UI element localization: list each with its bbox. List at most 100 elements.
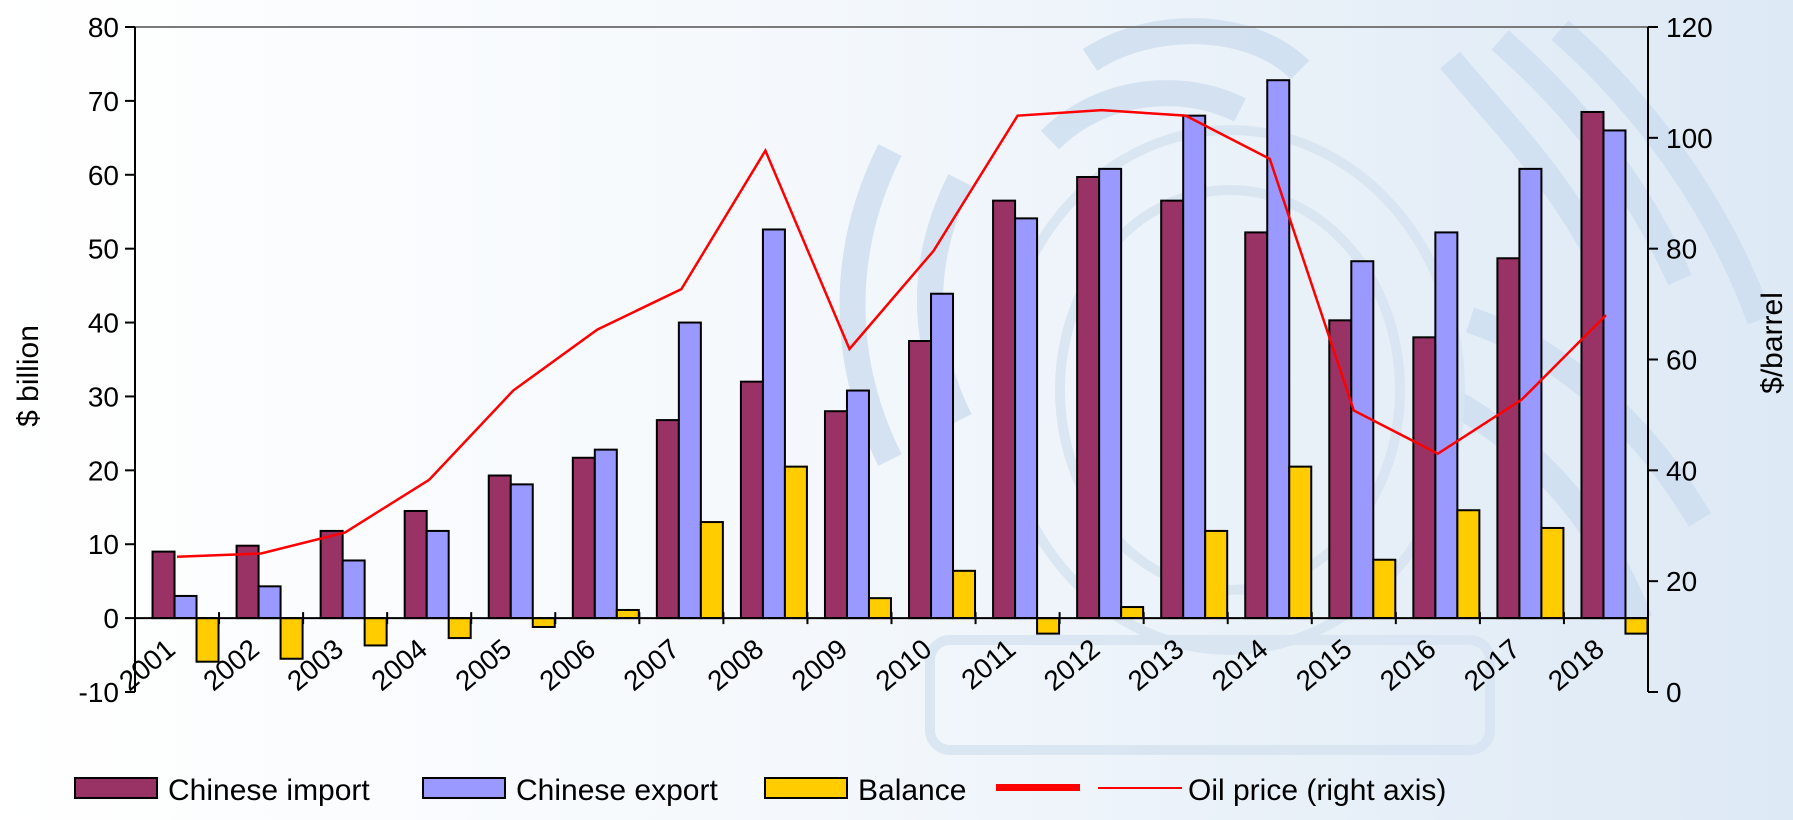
bar-balance-2008	[783, 465, 808, 620]
bar-chinese-import-2008	[739, 380, 764, 620]
legend-label-0: Chinese import	[168, 774, 370, 807]
bar-balance-2018	[1624, 617, 1649, 635]
axes-group	[125, 26, 1658, 693]
y-left-tick-label: 70	[88, 86, 119, 117]
x-tick-label-2001: 2001	[113, 633, 181, 697]
x-tick-label-2011: 2011	[955, 633, 1021, 695]
bar-chinese-export-2006	[593, 448, 618, 620]
x-tick-label-2017: 2017	[1458, 633, 1526, 697]
x-tick-label-2006: 2006	[534, 633, 602, 697]
bar-chinese-import-2018	[1580, 110, 1605, 620]
y-right-tick-label: 120	[1666, 12, 1713, 43]
x-tick-label-2009: 2009	[786, 633, 854, 697]
bar-balance-2007	[699, 521, 724, 620]
y-right-tick-label: 20	[1666, 566, 1697, 597]
bar-chinese-export-2005	[509, 483, 534, 620]
bar-chinese-export-2017	[1518, 167, 1543, 620]
y-right-tick-label: 100	[1666, 123, 1713, 154]
x-tick-label-2008: 2008	[702, 633, 770, 697]
y-right-tick-label: 40	[1666, 455, 1697, 486]
bar-balance-2001	[195, 617, 220, 663]
bar-chinese-import-2011	[992, 199, 1017, 620]
legend: Chinese import Chinese export Balance Oil p…	[74, 774, 1446, 807]
bar-chinese-export-2008	[761, 228, 786, 620]
bar-chinese-export-2009	[845, 389, 870, 620]
legend-label-1: Chinese export	[516, 774, 718, 807]
x-tick-label-2010: 2010	[870, 633, 938, 697]
bar-balance-2010	[952, 569, 977, 620]
bar-chinese-import-2002	[235, 544, 260, 620]
y-left-tick-label: 20	[88, 455, 119, 486]
y-right-tick-label: 60	[1666, 345, 1697, 376]
bar-chinese-export-2002	[257, 585, 282, 620]
y-left-tick-label: 60	[88, 160, 119, 191]
oil-price-line	[176, 108, 1607, 559]
bar-chinese-import-2005	[487, 474, 512, 620]
bar-chinese-import-2017	[1496, 257, 1521, 620]
bar-chinese-export-2007	[677, 321, 702, 620]
bar-chinese-import-2001	[151, 550, 176, 620]
bar-chinese-export-2015	[1350, 260, 1375, 620]
bar-balance-2006	[615, 608, 640, 620]
bar-chinese-import-2012	[1076, 175, 1101, 620]
x-tick-label-2016: 2016	[1374, 633, 1442, 697]
bar-balance-2009	[867, 597, 892, 620]
bar-chinese-import-2015	[1328, 319, 1353, 620]
y-right-tick-label: 80	[1666, 234, 1697, 265]
x-tick-label-2018: 2018	[1542, 633, 1610, 697]
bar-chinese-import-2004	[403, 509, 428, 620]
bar-balance-2014	[1288, 465, 1313, 620]
legend-swatch-3	[996, 784, 1080, 791]
bar-chinese-export-2016	[1434, 231, 1459, 620]
bar-balance-2017	[1540, 526, 1565, 620]
bar-chinese-import-2007	[655, 419, 680, 620]
legend-swatch-0	[74, 777, 158, 799]
bar-chinese-export-2013	[1182, 114, 1207, 620]
legend-label-2: Balance	[858, 774, 966, 807]
y-left-tick-label: 50	[88, 234, 119, 265]
bar-balance-2015	[1372, 558, 1397, 620]
bar-chinese-export-2001	[173, 594, 198, 620]
legend-label-4: Oil price (right axis)	[1188, 774, 1446, 807]
bar-chinese-import-2016	[1412, 336, 1437, 620]
legend-swatch-2	[764, 777, 848, 799]
bar-chinese-export-2018	[1602, 129, 1627, 620]
y-left-tick-label: -10	[79, 677, 119, 708]
x-tick-label-2015: 2015	[1290, 633, 1358, 697]
bar-chinese-import-2009	[823, 410, 848, 620]
bar-balance-2011	[1036, 617, 1061, 635]
y-right-tick-label: 0	[1666, 677, 1682, 708]
bar-chinese-export-2011	[1014, 217, 1039, 620]
x-tick-label-2012: 2012	[1038, 633, 1106, 697]
x-tick-label-2013: 2013	[1122, 633, 1190, 697]
bar-chinese-import-2014	[1244, 231, 1269, 620]
bar-balance-2012	[1120, 606, 1145, 620]
bar-balance-2016	[1456, 509, 1481, 620]
y-left-tick-label: 40	[88, 308, 119, 339]
y-axis-title-left: $ billion	[12, 325, 45, 427]
bar-chinese-import-2010	[908, 340, 933, 620]
bar-balance-2004	[447, 617, 472, 640]
bar-chinese-export-2012	[1098, 167, 1123, 620]
bar-balance-2005	[531, 617, 556, 628]
y-left-tick-label: 0	[103, 603, 119, 634]
y-axis-title-right: $/barrel	[1756, 292, 1789, 394]
y-left-tick-label: 10	[88, 529, 119, 560]
bar-chinese-export-2004	[425, 529, 450, 620]
bar-chinese-export-2003	[341, 559, 366, 620]
bar-chinese-export-2010	[930, 292, 955, 620]
y-left-tick-label: 30	[88, 381, 119, 412]
bar-chinese-import-2003	[319, 529, 344, 620]
bars-group	[151, 79, 1649, 663]
bar-balance-2013	[1204, 529, 1229, 620]
x-tick-label-2005: 2005	[449, 633, 517, 697]
legend-swatch-1	[422, 777, 506, 799]
x-tick-label-2014: 2014	[1206, 633, 1274, 697]
bar-balance-2003	[363, 617, 388, 647]
x-tick-label-2007: 2007	[618, 633, 686, 697]
y-left-tick-label: 80	[88, 12, 119, 43]
bar-chinese-import-2006	[571, 456, 596, 620]
bar-chinese-import-2013	[1160, 199, 1185, 620]
